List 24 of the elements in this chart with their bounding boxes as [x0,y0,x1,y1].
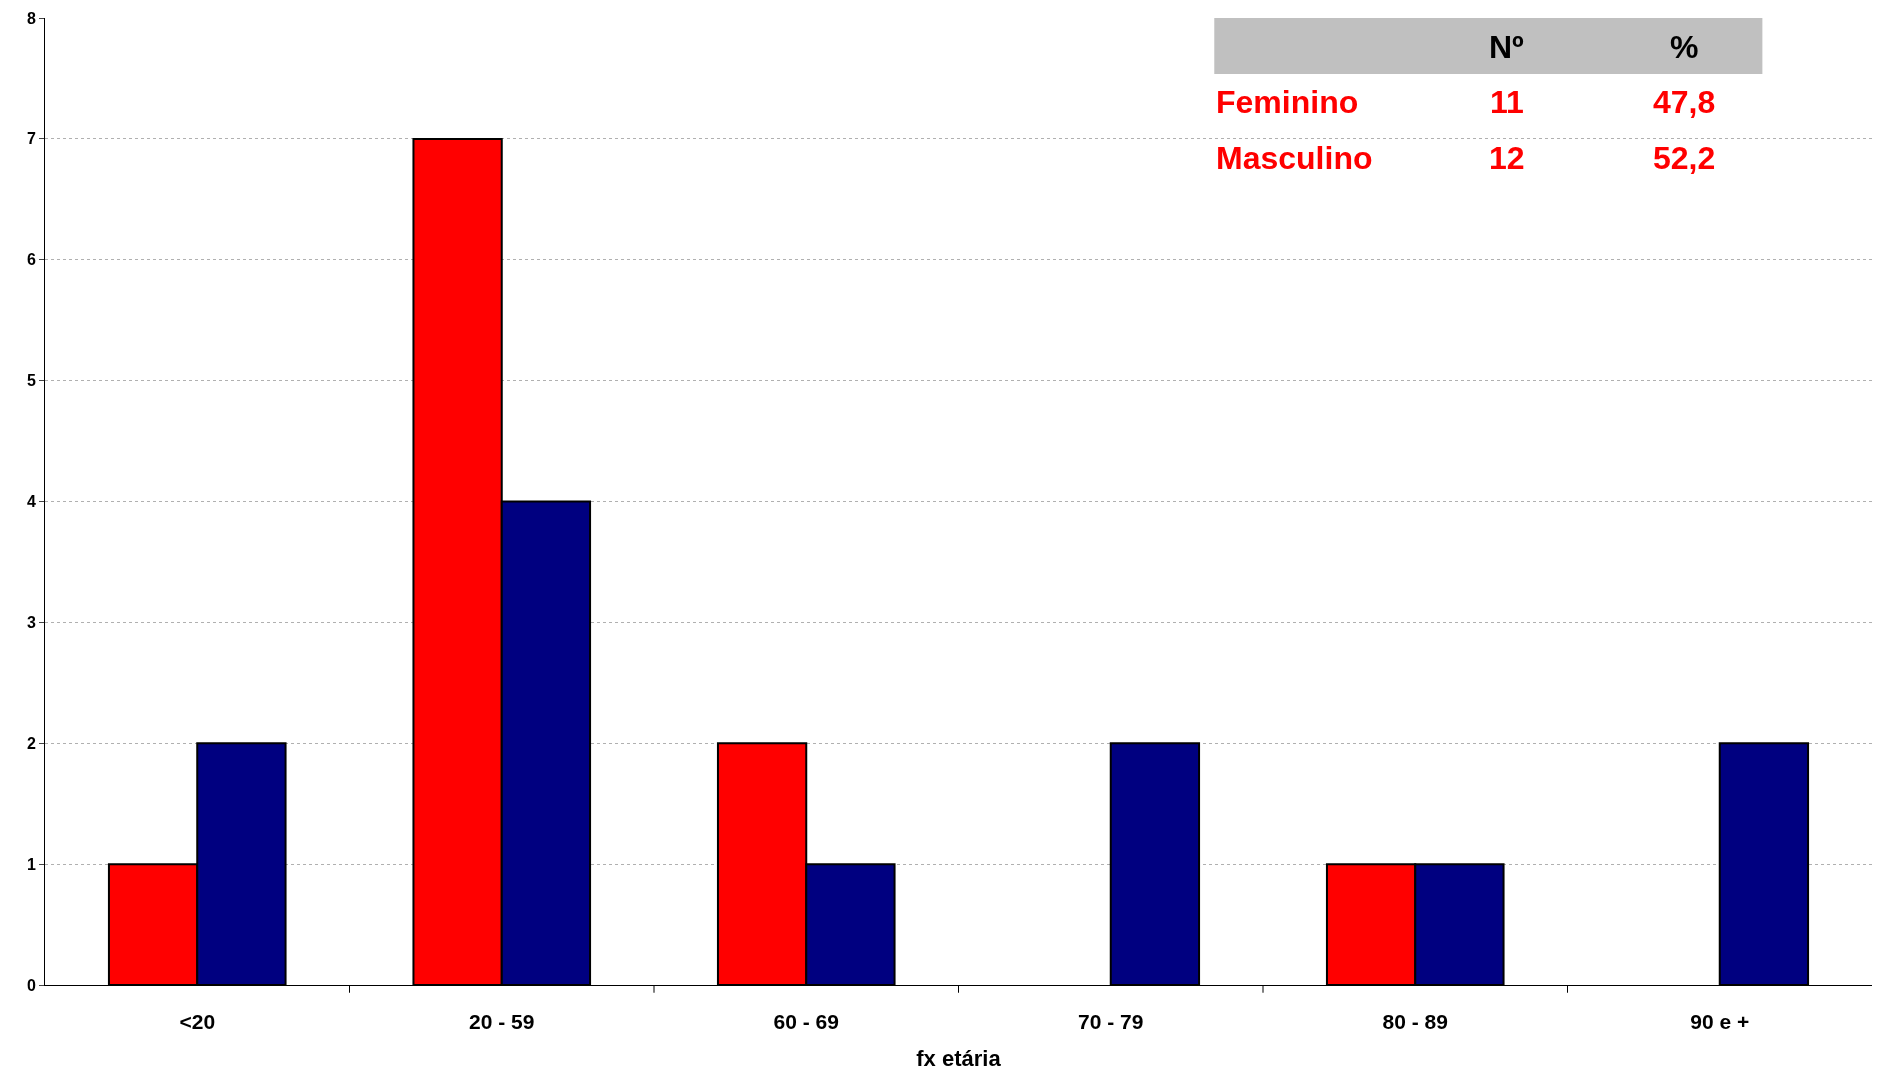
y-tick-label: 7 [26,130,36,148]
y-tick-label: 8 [26,9,36,27]
x-tick-label: <20 [179,1010,216,1034]
x-tick-label: 90 e + [1690,1010,1750,1034]
y-tick-label: 6 [26,251,36,269]
annotation: Feminino [1216,84,1359,120]
annotation: % [1670,29,1699,65]
x-axis-title: fx etária [916,1046,1002,1072]
y-tick-label: 3 [26,613,36,631]
annotation: 11 [1490,84,1524,120]
annotation: 47,8 [1653,84,1716,120]
x-tick-label: 20 - 59 [469,1010,535,1034]
annotation: Masculino [1216,140,1373,176]
y-tick-label: 2 [26,734,36,752]
y-tick-label: 1 [26,855,36,873]
annotation: 12 [1489,140,1525,176]
y-tick-label: 4 [26,493,36,511]
x-tick-label: 60 - 69 [773,1010,839,1034]
annotation: 52,2 [1653,140,1716,176]
x-tick-label: 80 - 89 [1382,1010,1448,1034]
annotation: Nº [1489,29,1525,65]
y-tick-label: 0 [26,976,36,994]
x-tick-label: 70 - 79 [1078,1010,1144,1034]
y-tick-label: 5 [26,372,36,390]
